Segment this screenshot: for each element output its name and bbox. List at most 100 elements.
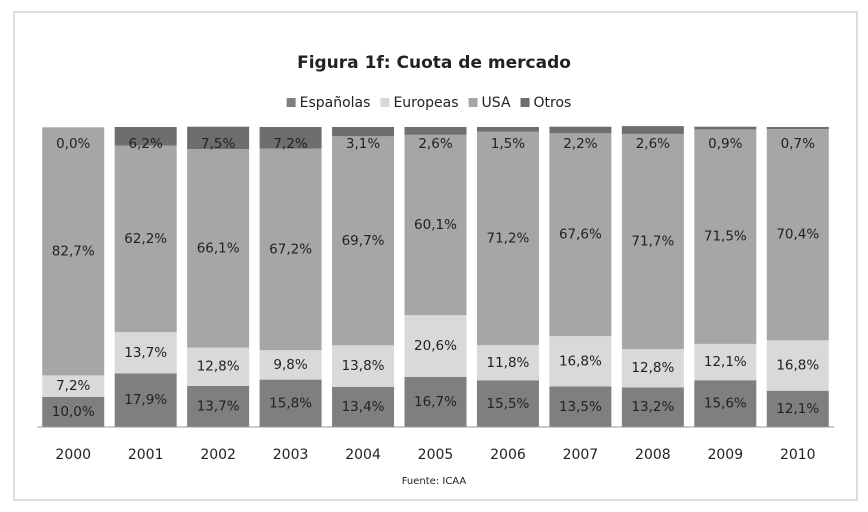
bar-segment [114, 373, 177, 427]
value-label: 6,2% [129, 136, 163, 152]
x-tick-label: 2007 [563, 447, 599, 463]
bar-segment [114, 127, 177, 146]
x-tick-label: 2002 [200, 447, 236, 463]
legend-swatch [380, 98, 390, 107]
value-label: 2,2% [563, 136, 597, 152]
bar-segment [549, 133, 612, 337]
value-label: 13,8% [342, 358, 385, 374]
bar-segment [621, 126, 684, 134]
bar-segment [549, 126, 612, 134]
x-tick-label: 2009 [707, 447, 743, 463]
value-label: 7,5% [201, 136, 235, 152]
value-label: 67,6% [559, 227, 602, 243]
chart-title: Figura 1f: Cuota de mercado [297, 53, 571, 73]
source: Fuente: ICAA [402, 476, 467, 487]
value-label: 7,2% [56, 378, 90, 394]
bar-segment [549, 386, 612, 427]
bar-segment [42, 127, 105, 376]
bar-segment [694, 129, 757, 344]
value-label: 2,6% [418, 136, 452, 152]
value-label: 13,7% [197, 398, 240, 414]
legend-swatch [286, 98, 296, 107]
value-label: 16,7% [414, 394, 457, 410]
bar-segment [766, 340, 829, 391]
x-tick-label: 2003 [273, 447, 309, 463]
value-label: 82,7% [52, 243, 95, 259]
x-tick-label: 2008 [635, 447, 671, 463]
value-label: 67,2% [269, 241, 312, 257]
bar-segment [114, 145, 177, 333]
value-label: 15,8% [269, 395, 312, 411]
value-label: 69,7% [342, 233, 385, 249]
value-label: 10,0% [52, 404, 95, 420]
bar-segment [42, 375, 105, 397]
bar-segment [766, 129, 829, 341]
bar-segment [259, 127, 322, 149]
bar-segment [332, 127, 395, 137]
value-label: 66,1% [197, 240, 240, 256]
value-label: 11,8% [487, 355, 530, 371]
value-label: 62,2% [124, 231, 167, 247]
value-label: 1,5% [491, 136, 525, 152]
value-label: 70,4% [776, 227, 819, 243]
bar-segment [259, 350, 322, 380]
x-tick-label: 2006 [490, 447, 526, 463]
value-label: 0,7% [781, 136, 815, 152]
bar-segment [187, 126, 250, 150]
bar-segment [259, 148, 322, 351]
legend-swatch [520, 98, 530, 107]
bar-segment [332, 136, 395, 346]
bar-segment [621, 387, 684, 427]
x-tick-label: 2005 [418, 447, 454, 463]
value-label: 71,5% [704, 229, 747, 245]
bar-segment [694, 343, 757, 381]
bar-segment [476, 131, 539, 346]
x-tick-label: 2010 [780, 447, 816, 463]
value-label: 71,7% [631, 233, 674, 249]
value-label: 2,6% [636, 136, 670, 152]
legend-label: Españolas [300, 95, 371, 111]
x-tick-label: 2004 [345, 447, 381, 463]
bar-segment [259, 379, 322, 427]
value-label: 12,1% [776, 401, 819, 417]
bar-segment [404, 315, 467, 377]
x-tick-label: 2001 [128, 447, 164, 463]
value-label: 60,1% [414, 217, 457, 233]
bar-segment [621, 349, 684, 388]
bar-segment [332, 386, 395, 427]
bar-segment [549, 336, 612, 387]
bar-segment [694, 126, 757, 130]
bar-segment [404, 127, 467, 135]
bar-segment [766, 127, 829, 130]
bar-segment [332, 345, 395, 387]
value-label: 9,8% [273, 357, 307, 373]
bar-segment [476, 127, 539, 132]
legend-swatch [468, 98, 478, 107]
value-label: 12,1% [704, 354, 747, 370]
legend-label: Otros [534, 95, 572, 111]
bar-segment [766, 390, 829, 427]
value-label: 13,5% [559, 399, 602, 415]
bar-segment [187, 347, 250, 386]
value-label: 12,8% [631, 360, 674, 376]
bar-segment [476, 345, 539, 381]
bar-segment [114, 332, 177, 374]
value-label: 71,2% [487, 230, 530, 246]
value-label: 15,6% [704, 396, 747, 412]
value-label: 12,8% [197, 359, 240, 375]
legend-label: USA [482, 95, 511, 111]
value-label: 0,9% [708, 136, 742, 152]
value-label: 15,5% [487, 396, 530, 412]
bar-segment [42, 397, 105, 427]
value-label: 7,2% [273, 136, 307, 152]
legend-label: Europeas [393, 95, 458, 111]
bar-segment [187, 149, 250, 348]
value-label: 17,9% [124, 392, 167, 408]
value-label: 16,8% [776, 358, 819, 374]
bar-segment [621, 133, 684, 349]
value-label: 13,2% [631, 399, 674, 415]
value-label: 13,7% [124, 345, 167, 361]
bar-segment [187, 385, 250, 427]
value-label: 13,4% [342, 399, 385, 415]
